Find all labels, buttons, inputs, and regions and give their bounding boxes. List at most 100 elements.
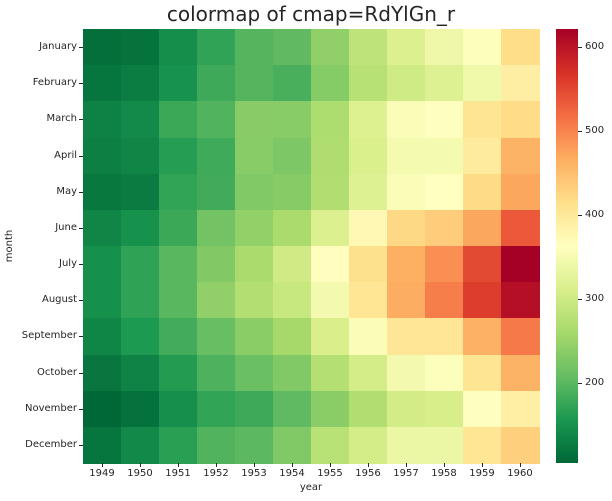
y-tick (79, 47, 83, 48)
x-tick-label: 1955 (317, 468, 343, 479)
heatmap-cell (387, 173, 426, 211)
heatmap-cell (311, 318, 350, 356)
heatmap-cell (121, 318, 160, 356)
colorbar-tick-label: 300 (585, 292, 605, 304)
heatmap-cell (349, 426, 388, 464)
y-tick (79, 300, 83, 301)
heatmap-cell (273, 101, 312, 139)
colorbar-tick (578, 47, 582, 48)
heatmap-cell (349, 29, 388, 66)
y-tick (79, 373, 83, 374)
y-tick-label: October (36, 366, 77, 378)
heatmap-cell (235, 318, 274, 356)
heatmap-cell (463, 282, 502, 319)
heatmap-cell (121, 209, 160, 247)
heatmap-cell (159, 246, 198, 283)
heatmap-cell (501, 173, 540, 211)
heatmap-cell (349, 65, 388, 102)
heatmap-cell (121, 426, 160, 464)
y-tick-label: September (21, 330, 77, 342)
colorbar-tick-label: 200 (585, 376, 605, 388)
y-tick (79, 156, 83, 157)
colorbar-tick (578, 215, 582, 216)
heatmap-cell (425, 246, 464, 283)
heatmap-cell (501, 137, 540, 175)
heatmap-cell (159, 426, 198, 464)
x-tick-label: 1953 (241, 468, 267, 479)
heatmap-cell (425, 426, 464, 464)
heatmap-cell (425, 318, 464, 356)
heatmap-cell (311, 29, 350, 66)
heatmap-cell (121, 65, 160, 102)
heatmap-cell (121, 282, 160, 319)
heatmap-cell (83, 318, 122, 356)
x-tick (178, 463, 179, 467)
heatmap-cell (387, 390, 426, 428)
heatmap-cell (349, 173, 388, 211)
y-axis-label: month (4, 229, 15, 263)
heatmap-cell (273, 318, 312, 356)
y-tick (79, 445, 83, 446)
heatmap-cell (235, 354, 274, 392)
heatmap-cell (425, 390, 464, 428)
heatmap-cell (197, 354, 236, 392)
heatmap-cell (463, 318, 502, 356)
colorbar-tick (578, 131, 582, 132)
colorbar-tick (578, 383, 582, 384)
heatmap-cell (387, 246, 426, 283)
colorbar-tick-label: 400 (585, 209, 605, 220)
heatmap-cell (121, 29, 160, 66)
heatmap-cell (311, 246, 350, 283)
heatmap-cell (235, 426, 274, 464)
heatmap-cell (311, 426, 350, 464)
heatmap-cell (349, 282, 388, 319)
heatmap-cell (197, 390, 236, 428)
y-tick (79, 119, 83, 120)
heatmap-cell (425, 101, 464, 139)
heatmap-cell (349, 390, 388, 428)
y-tick-label: March (46, 113, 77, 125)
heatmap-cell (159, 318, 198, 356)
x-tick-label: 1960 (507, 468, 533, 479)
heatmap-cell (463, 354, 502, 392)
heatmap-cell (273, 354, 312, 392)
heatmap-cell (311, 390, 350, 428)
heatmap-cell (83, 390, 122, 428)
heatmap-cell (159, 390, 198, 428)
heatmap-cell (387, 282, 426, 319)
heatmap-cell (349, 101, 388, 139)
heatmap-cell (83, 209, 122, 247)
heatmap-cell (273, 29, 312, 66)
heatmap-cell (197, 246, 236, 283)
heatmap-cell (463, 209, 502, 247)
heatmap-cell (311, 354, 350, 392)
heatmap-cell (159, 209, 198, 247)
y-tick-label: July (59, 258, 77, 270)
heatmap-cell (197, 173, 236, 211)
heatmap-cell (121, 354, 160, 392)
x-tick-label: 1958 (431, 468, 457, 479)
heatmap-cell (235, 101, 274, 139)
colorbar (556, 29, 578, 463)
x-tick-label: 1956 (355, 468, 381, 479)
x-tick (444, 463, 445, 467)
heatmap-cell (273, 65, 312, 102)
y-tick-label: February (32, 77, 77, 89)
heatmap-cell (197, 29, 236, 66)
heatmap-cell (501, 354, 540, 392)
heatmap-cell (463, 29, 502, 66)
x-tick-label: 1957 (393, 468, 419, 479)
heatmap-cell (501, 426, 540, 464)
chart-title: colormap of cmap=RdYlGn_r (166, 2, 456, 26)
heatmap-cell (83, 246, 122, 283)
x-tick-label: 1952 (203, 468, 229, 479)
heatmap-cell (159, 29, 198, 66)
heatmap-cell (425, 137, 464, 175)
heatmap-cell (83, 101, 122, 139)
heatmap-cell (387, 318, 426, 356)
heatmap-cell (273, 282, 312, 319)
heatmap-cell (235, 173, 274, 211)
heatmap-cell (387, 101, 426, 139)
heatmap-cell (387, 209, 426, 247)
x-tick-label: 1950 (127, 468, 153, 479)
